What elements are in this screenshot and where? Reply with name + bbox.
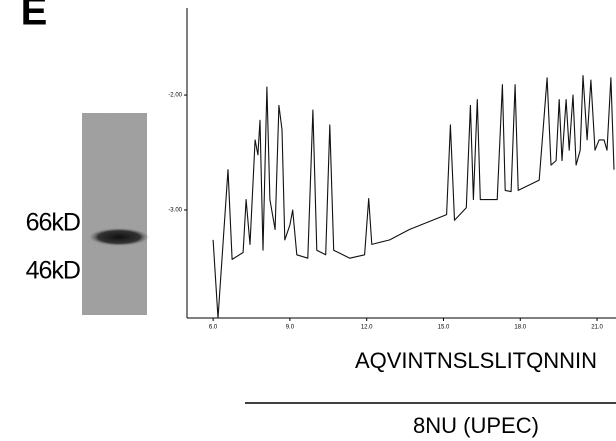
- x-tick-label: 21.0: [591, 325, 603, 331]
- x-tick-label: 9.0: [286, 325, 295, 331]
- chromatogram: 6.0 9.0 12.0 15.0 18.0 21.0 -2.00 -3.00: [168, 8, 616, 331]
- trace: [213, 76, 614, 319]
- x-tick-label: 15.0: [438, 325, 450, 331]
- x-tick-label: 6.0: [209, 325, 218, 331]
- marker-label: 66kD: [26, 209, 80, 237]
- x-tick-label: 18.0: [514, 325, 526, 331]
- sample-label: 8NU (UPEC): [413, 413, 539, 438]
- panel-label: E: [21, 0, 48, 34]
- marker-label: 46kD: [26, 257, 80, 285]
- x-tick-label: 12.0: [361, 325, 373, 331]
- page: {"panel_label": "E", "marker_labels": ["…: [0, 0, 616, 441]
- y-tick-label: -2.00: [168, 93, 182, 99]
- sequence: AQVINTNSLSLITQNNIN: [355, 348, 597, 373]
- y-tick-label: -3.00: [168, 208, 182, 214]
- figure: E 66kD 46kD AQVINTNSLSLITQNNIN 8NU (UPEC…: [0, 0, 616, 441]
- gel-band: [89, 228, 149, 246]
- gel-texture: [82, 113, 147, 315]
